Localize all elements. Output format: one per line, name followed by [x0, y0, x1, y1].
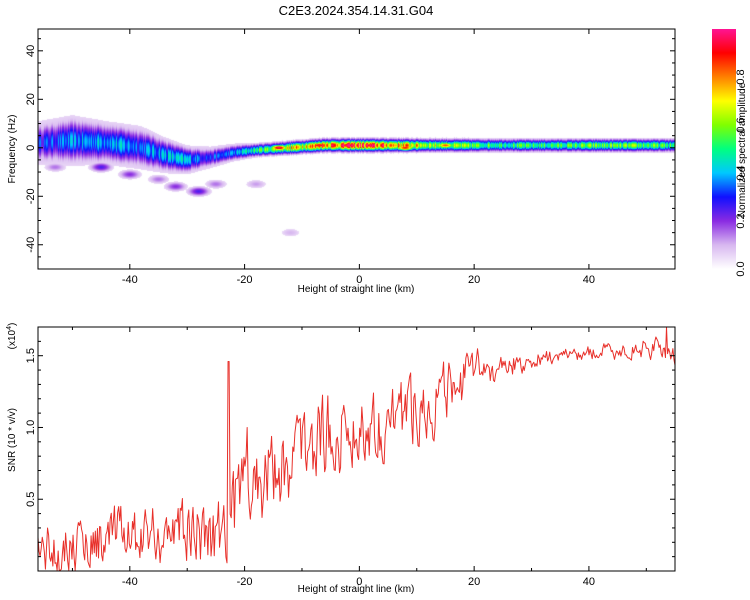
- colorbar-ticks: 0.0 0.2 0.4 0.6 0.8: [735, 69, 747, 276]
- snr-ytick-label: 1.5: [25, 348, 37, 363]
- spectrogram-xlabel: Height of straight line (km): [298, 284, 415, 295]
- spectrogram-ytick-label: 40: [25, 45, 37, 57]
- spectrogram-xtick-label: -20: [237, 274, 253, 286]
- spectrogram-ytick-label: -40: [25, 237, 37, 253]
- spectrogram-ticks: -40 -20 0 20 40 -40 -20 0 20 40: [25, 29, 675, 286]
- snr-series-line: [37, 326, 676, 571]
- snr-xtick-label: -20: [237, 576, 253, 588]
- spectrogram-ylabel: Frequency (Hz): [7, 115, 18, 184]
- spectrogram-ytick-label: 20: [25, 93, 37, 105]
- spectrogram-xtick-label: 20: [468, 274, 480, 286]
- colorbar-tick-label: 0.6: [735, 117, 747, 132]
- snr-xlabel: Height of straight line (km): [298, 584, 415, 595]
- snr-panel: -40 -20 0 20 40 0.5 1.0 1.5 Height of straight …: [6, 323, 676, 595]
- snr-ticks: -40 -20 0 20 40 0.5 1.0 1.5: [25, 327, 675, 588]
- spectrogram-xtick-label: 0: [356, 274, 362, 286]
- colorbar-tick-label: 0.0: [735, 261, 747, 276]
- snr-multiplier: (x104): [6, 323, 18, 350]
- spectrogram-heatmap: [38, 29, 675, 269]
- colorbar: 0.0 0.2 0.4 0.6 0.8 Normalized spectral ampl…: [712, 29, 748, 277]
- snr-xtick-label: 20: [468, 576, 480, 588]
- colorbar-label: Normalized spectral amplitude: [737, 82, 748, 217]
- snr-plot-area: [38, 327, 675, 571]
- snr-ytick-label: 1.0: [25, 420, 37, 435]
- snr-ytick-label: 0.5: [25, 492, 37, 507]
- spectrogram-xtick-label: -40: [122, 274, 138, 286]
- colorbar-gradient: [712, 29, 736, 269]
- figure-title: C2E3.2024.354.14.31.G04: [279, 3, 434, 18]
- snr-xtick-label: 0: [356, 576, 362, 588]
- colorbar-tick-label: 0.8: [735, 69, 747, 84]
- snr-xtick-label: 40: [583, 576, 595, 588]
- spectrogram-frame: [37, 28, 676, 270]
- colorbar-tick-label: 0.4: [735, 165, 747, 180]
- snr-frame: [37, 326, 676, 572]
- colorbar-tick-label: 0.2: [735, 213, 747, 228]
- snr-xtick-label: -40: [122, 576, 138, 588]
- spectrogram-xtick-label: 40: [583, 274, 595, 286]
- spectrogram-ytick-label: -20: [25, 188, 37, 204]
- spectrogram-ytick-label: 0: [25, 145, 37, 151]
- spectrogram-panel: -40 -20 0 20 40 -40 -20 0 20 40 Height of straigh…: [7, 28, 676, 295]
- snr-ylabel: SNR (10 * v/v): [7, 408, 18, 472]
